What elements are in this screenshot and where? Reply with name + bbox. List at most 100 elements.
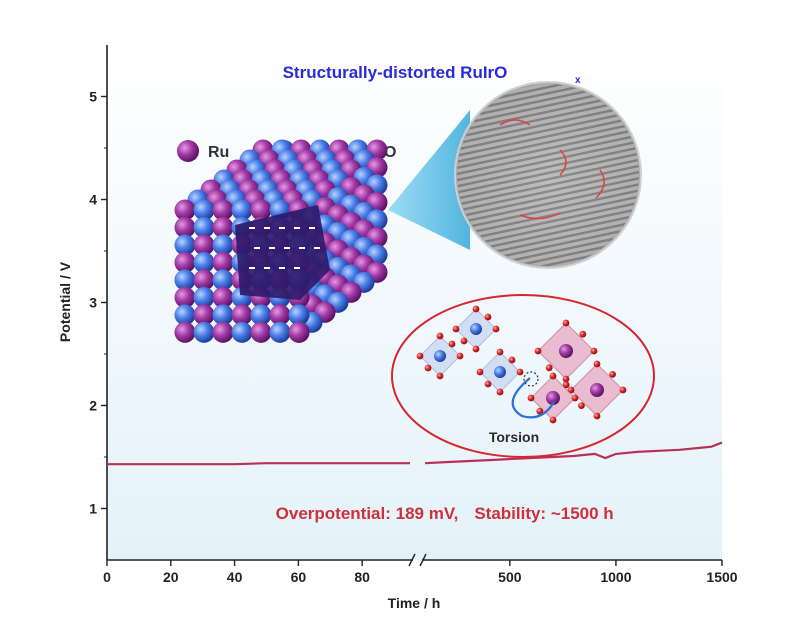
cube-cutaway — [235, 205, 330, 300]
o-atom — [508, 356, 516, 364]
ir-atom — [494, 366, 506, 378]
x-tick-label: 20 — [163, 569, 179, 585]
o-atom — [527, 394, 535, 402]
ir-atom — [231, 321, 253, 343]
ru-atom — [174, 251, 196, 273]
ir-atom — [434, 350, 446, 362]
o-atom — [590, 347, 598, 355]
o-atom — [424, 364, 432, 372]
o-atom — [593, 412, 601, 420]
o-atom — [452, 325, 460, 333]
axes: 1 2 3 4 5 0 20 40 60 80 500 1000 1500 — [89, 45, 738, 585]
ru-atom — [212, 251, 234, 273]
o-atom — [593, 360, 601, 368]
o-atom — [562, 375, 570, 383]
o-atom — [436, 332, 444, 340]
ru-atom — [174, 286, 196, 308]
ru-atom — [174, 321, 196, 343]
ru-atom — [212, 321, 234, 343]
ru-atom — [559, 344, 573, 358]
o-atom — [578, 402, 585, 409]
o-atom — [545, 364, 553, 372]
torsion-arrow — [511, 377, 555, 419]
ru-atom — [174, 199, 196, 221]
o-atom — [492, 325, 500, 333]
stability-label: Stability: ~1500 h — [474, 504, 613, 523]
ir-atom — [193, 321, 215, 343]
o-atom — [534, 347, 542, 355]
o-atom — [416, 352, 424, 360]
ir-atom — [212, 234, 234, 256]
o-atom — [516, 368, 524, 376]
x-tick-label: 80 — [354, 569, 370, 585]
ir-atom — [250, 304, 272, 326]
ir-atom — [212, 269, 234, 291]
ru-atom — [288, 321, 310, 343]
ir-atom — [193, 251, 215, 273]
ru-atom — [174, 216, 196, 238]
overpotential-label: Overpotential: 189 mV, — [276, 504, 459, 523]
series-line-segment-1 — [107, 462, 410, 466]
o-atom — [579, 330, 587, 338]
ru-atom — [590, 383, 604, 397]
y-tick-label: 1 — [89, 501, 97, 517]
o-atom — [448, 340, 456, 348]
o-atom — [456, 352, 464, 360]
x-tick-label: 1000 — [600, 569, 631, 585]
zoom-cone — [388, 110, 470, 250]
ru-atom — [546, 391, 560, 405]
o-atom — [562, 381, 570, 389]
ir-atom — [470, 323, 482, 335]
o-atom — [496, 348, 504, 356]
o-atom — [571, 394, 579, 402]
o-atom — [472, 345, 480, 353]
ir-atom — [288, 304, 310, 326]
ir-atom — [174, 269, 196, 291]
octahedra-illustration — [416, 305, 627, 424]
ru-atom — [193, 234, 215, 256]
ir-atom — [193, 199, 215, 221]
o-atom — [484, 313, 492, 321]
axis-break-mark — [419, 553, 427, 567]
o-atom — [476, 368, 484, 376]
o-atom — [460, 337, 468, 345]
ru-atom — [193, 269, 215, 291]
torsion-label: Torsion — [489, 429, 539, 445]
ir-atom — [174, 304, 196, 326]
ru-atom — [250, 199, 272, 221]
o-atom — [436, 372, 444, 380]
y-tick-label: 5 — [89, 89, 97, 105]
ru-atom — [212, 216, 234, 238]
ru-atom — [193, 304, 215, 326]
ru-atom — [250, 321, 272, 343]
o-atom — [496, 388, 504, 396]
ru-atom — [212, 199, 234, 221]
o-atom — [619, 386, 627, 394]
octahedra-ellipse — [391, 294, 655, 458]
ru-atom — [231, 304, 253, 326]
atom-cube-illustration — [174, 139, 388, 343]
ir-atom — [212, 304, 234, 326]
o-atom — [549, 372, 557, 380]
y-tick-label: 3 — [89, 295, 97, 311]
ir-atom — [193, 216, 215, 238]
y-tick-label: 4 — [89, 192, 97, 208]
y-tick-label: 2 — [89, 398, 97, 414]
x-tick-label: 40 — [227, 569, 243, 585]
x-tick-label: 0 — [103, 569, 111, 585]
axis-break-mark — [408, 553, 416, 567]
ru-atom — [212, 286, 234, 308]
x-axis-label: Time / h — [388, 595, 441, 611]
ir-atom — [174, 234, 196, 256]
o-atom — [562, 319, 570, 327]
o-atom — [609, 371, 616, 378]
ru-atom — [269, 304, 291, 326]
legend-label-ru: Ru — [208, 144, 229, 161]
chart-title: Structurally-distorted RuIrO — [283, 63, 508, 82]
hrtem-lens-image — [454, 81, 642, 269]
o-atom — [472, 305, 480, 313]
ir-atom — [231, 199, 253, 221]
o-atom — [484, 380, 492, 388]
legend-swatch-ru — [177, 140, 199, 162]
